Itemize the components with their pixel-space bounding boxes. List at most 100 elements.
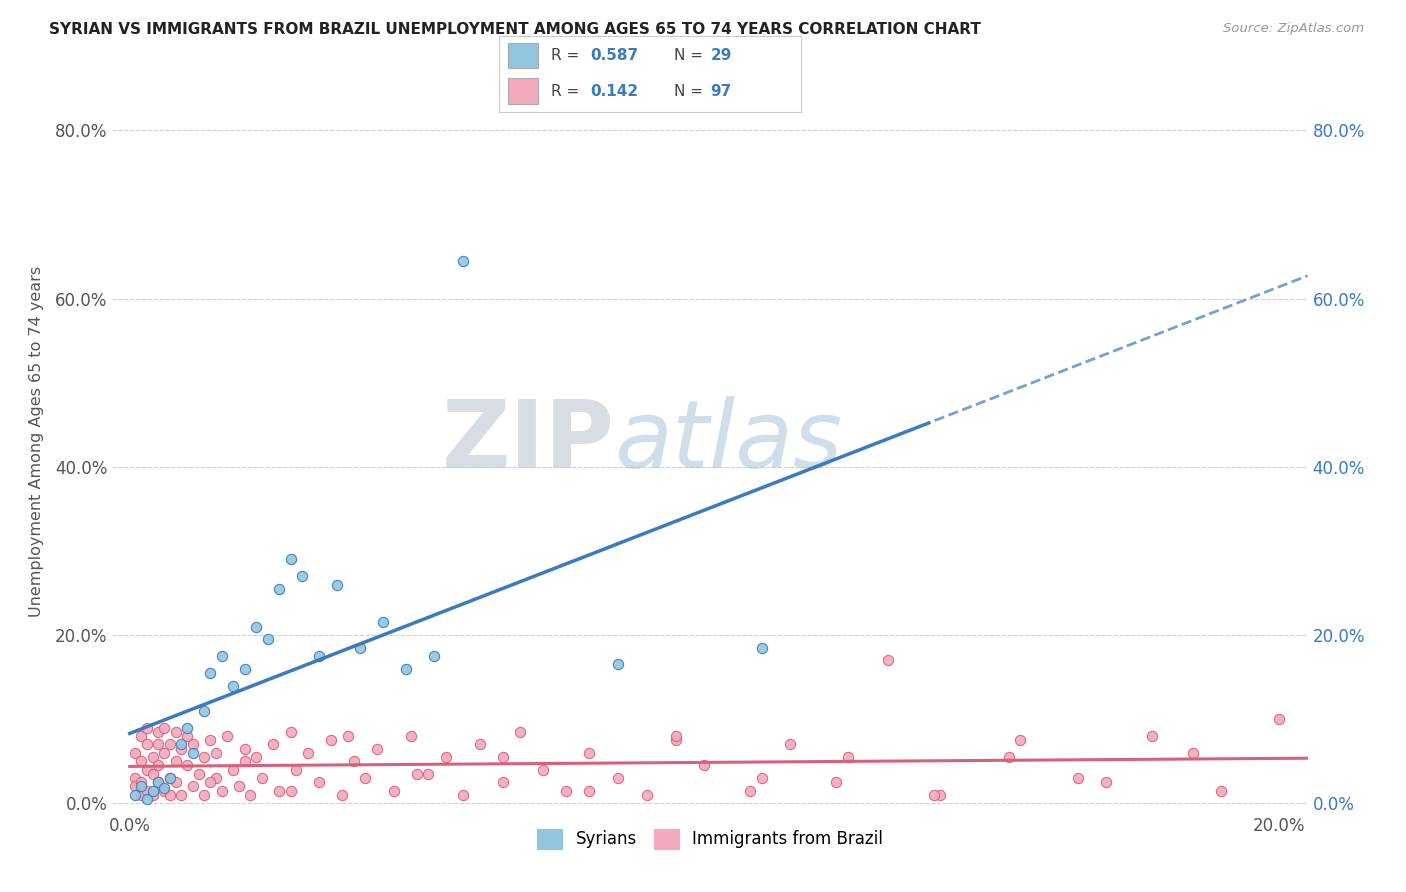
Point [170, 741, 193, 756]
Point [1211, 783, 1233, 797]
Point [142, 783, 165, 797]
Point [1067, 771, 1090, 785]
Point [434, 750, 457, 764]
Point [211, 783, 233, 797]
Text: 0.587: 0.587 [591, 48, 638, 63]
Text: Source: ZipAtlas.com: Source: ZipAtlas.com [1223, 22, 1364, 36]
Point [256, 632, 278, 647]
Point [366, 741, 388, 756]
Point [751, 640, 773, 655]
Point [159, 738, 181, 752]
Point [239, 788, 262, 802]
Point [578, 746, 600, 760]
Point [136, 738, 159, 752]
Point [998, 750, 1021, 764]
Point [280, 783, 302, 797]
Point [607, 771, 630, 785]
Point [607, 657, 630, 672]
Text: N =: N = [675, 48, 709, 63]
Point [451, 788, 474, 802]
Point [406, 767, 429, 781]
Text: R =: R = [551, 48, 583, 63]
FancyBboxPatch shape [508, 78, 538, 104]
Point [825, 775, 848, 789]
Point [245, 619, 267, 633]
Point [1095, 775, 1118, 789]
Point [751, 771, 773, 785]
Point [280, 552, 302, 566]
Point [343, 754, 366, 768]
Point [129, 729, 152, 743]
Point [136, 721, 159, 735]
Point [664, 733, 686, 747]
FancyBboxPatch shape [508, 43, 538, 69]
Point [233, 662, 256, 676]
Point [928, 788, 950, 802]
Point [148, 775, 170, 789]
Y-axis label: Unemployment Among Ages 65 to 74 years: Unemployment Among Ages 65 to 74 years [30, 266, 44, 617]
Point [401, 729, 423, 743]
Text: 0.142: 0.142 [591, 84, 638, 98]
Point [285, 763, 308, 777]
Point [531, 763, 554, 777]
Point [170, 788, 193, 802]
Point [922, 788, 945, 802]
Point [181, 746, 204, 760]
Point [222, 763, 245, 777]
Point [291, 569, 314, 583]
Point [153, 746, 176, 760]
Point [740, 783, 762, 797]
Point [228, 780, 250, 794]
Point [1268, 712, 1291, 726]
Point [165, 754, 187, 768]
Point [198, 775, 221, 789]
Point [354, 771, 377, 785]
Point [233, 754, 256, 768]
Point [211, 649, 233, 664]
Text: SYRIAN VS IMMIGRANTS FROM BRAZIL UNEMPLOYMENT AMONG AGES 65 TO 74 YEARS CORRELAT: SYRIAN VS IMMIGRANTS FROM BRAZIL UNEMPLO… [49, 22, 981, 37]
Point [187, 767, 209, 781]
Point [159, 771, 181, 785]
Point [297, 746, 319, 760]
Point [205, 771, 228, 785]
Point [269, 783, 291, 797]
Point [837, 750, 859, 764]
Point [779, 738, 801, 752]
Point [148, 775, 170, 789]
Text: atlas: atlas [614, 396, 842, 487]
Point [142, 750, 165, 764]
Point [555, 783, 578, 797]
Point [159, 788, 181, 802]
Point [245, 750, 267, 764]
Point [136, 763, 159, 777]
Point [129, 780, 152, 794]
Point [423, 649, 446, 664]
Point [308, 649, 330, 664]
Point [193, 704, 215, 718]
Point [153, 783, 176, 797]
Point [319, 733, 342, 747]
Point [349, 640, 371, 655]
Point [269, 582, 291, 596]
Point [176, 758, 198, 772]
Point [136, 783, 159, 797]
Point [129, 788, 152, 802]
Point [170, 738, 193, 752]
Point [492, 750, 515, 764]
Point [159, 771, 181, 785]
Point [124, 771, 146, 785]
Point [330, 788, 353, 802]
Point [371, 615, 394, 630]
Point [217, 729, 239, 743]
Point [124, 780, 146, 794]
Text: 29: 29 [710, 48, 733, 63]
Point [153, 721, 176, 735]
Point [325, 577, 347, 591]
Point [222, 679, 245, 693]
Point [250, 771, 273, 785]
Point [124, 788, 146, 802]
Point [1010, 733, 1032, 747]
Point [129, 754, 152, 768]
Point [382, 783, 405, 797]
Text: R =: R = [551, 84, 583, 98]
